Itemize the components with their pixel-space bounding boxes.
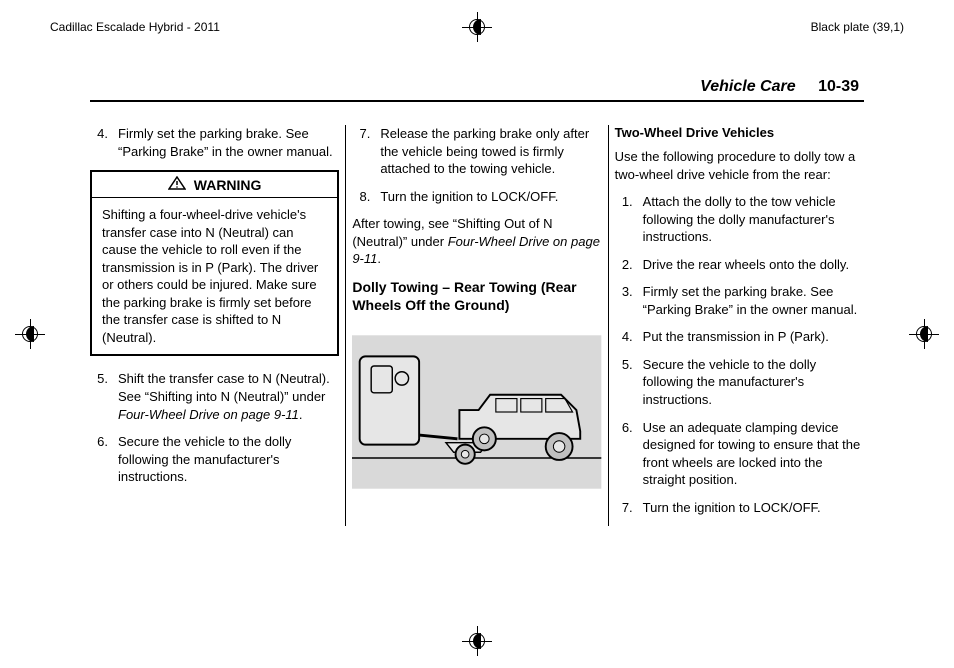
- header-rule: [90, 100, 864, 102]
- registration-mark-bottom: [462, 626, 492, 656]
- list-item: 8. Turn the ignition to LOCK/OFF.: [352, 188, 601, 206]
- list-item: 6. Secure the vehicle to the dolly follo…: [90, 433, 339, 486]
- column-3: Two-Wheel Drive Vehicles Use the followi…: [609, 125, 864, 526]
- warning-label: WARNING: [194, 177, 262, 193]
- warning-box: WARNING Shifting a four-wheel-drive vehi…: [90, 170, 339, 356]
- subheading: Dolly Towing – Rear Towing (Rear Wheels …: [352, 278, 601, 314]
- column-2: 7. Release the parking brake only after …: [346, 125, 608, 526]
- list-item: 7.Turn the ignition to LOCK/OFF.: [615, 499, 864, 517]
- warning-body: Shifting a four-wheel-drive vehicle's tr…: [92, 198, 337, 354]
- item-number: 4.: [90, 125, 108, 160]
- item-text: Secure the vehicle to the dolly followin…: [118, 433, 339, 486]
- page-number: 10-39: [818, 78, 859, 95]
- item-number: 7.: [352, 125, 370, 178]
- item-number: 8.: [352, 188, 370, 206]
- warning-icon: [168, 176, 186, 193]
- page-header: Vehicle Care 10-39: [700, 78, 859, 96]
- plate-info: Black plate (39,1): [811, 20, 904, 34]
- registration-mark-top: [462, 12, 492, 42]
- list-item: 4.Put the transmission in P (Park).: [615, 328, 864, 346]
- towing-diagram: [352, 332, 601, 492]
- item-text: Turn the ignition to LOCK/OFF.: [380, 188, 601, 206]
- list-item: 7. Release the parking brake only after …: [352, 125, 601, 178]
- column-1: 4. Firmly set the parking brake. See “Pa…: [90, 125, 346, 526]
- list-item: 5.Secure the vehicle to the dolly follow…: [615, 356, 864, 409]
- item-number: 5.: [90, 370, 108, 423]
- registration-mark-right: [909, 319, 939, 349]
- subheading: Two-Wheel Drive Vehicles: [615, 125, 864, 140]
- list-item: 2.Drive the rear wheels onto the dolly.: [615, 256, 864, 274]
- list-item: 4. Firmly set the parking brake. See “Pa…: [90, 125, 339, 160]
- item-number: 6.: [90, 433, 108, 486]
- xref: Four-Wheel Drive on page 9-11: [118, 407, 299, 422]
- item-text: Firmly set the parking brake. See “Parki…: [118, 125, 339, 160]
- item-text: Release the parking brake only after the…: [380, 125, 601, 178]
- list-item: 1.Attach the dolly to the tow vehicle fo…: [615, 193, 864, 246]
- content-columns: 4. Firmly set the parking brake. See “Pa…: [90, 125, 864, 526]
- item-text: Shift the transfer case to N (Neutral). …: [118, 370, 339, 423]
- top-bar: Cadillac Escalade Hybrid - 2011 Black pl…: [50, 20, 904, 34]
- paragraph: Use the following procedure to dolly tow…: [615, 148, 864, 183]
- doc-model: Cadillac Escalade Hybrid - 2011: [50, 20, 220, 34]
- top-crop-mark: [462, 12, 492, 42]
- list-item: 6.Use an adequate clamping device design…: [615, 419, 864, 489]
- list-item: 3.Firmly set the parking brake. See “Par…: [615, 283, 864, 318]
- list-item: 5. Shift the transfer case to N (Neutral…: [90, 370, 339, 423]
- warning-title: WARNING: [92, 172, 337, 198]
- section-title: Vehicle Care: [700, 78, 795, 95]
- paragraph: After towing, see “Shifting Out of N (Ne…: [352, 215, 601, 268]
- registration-mark-left: [15, 319, 45, 349]
